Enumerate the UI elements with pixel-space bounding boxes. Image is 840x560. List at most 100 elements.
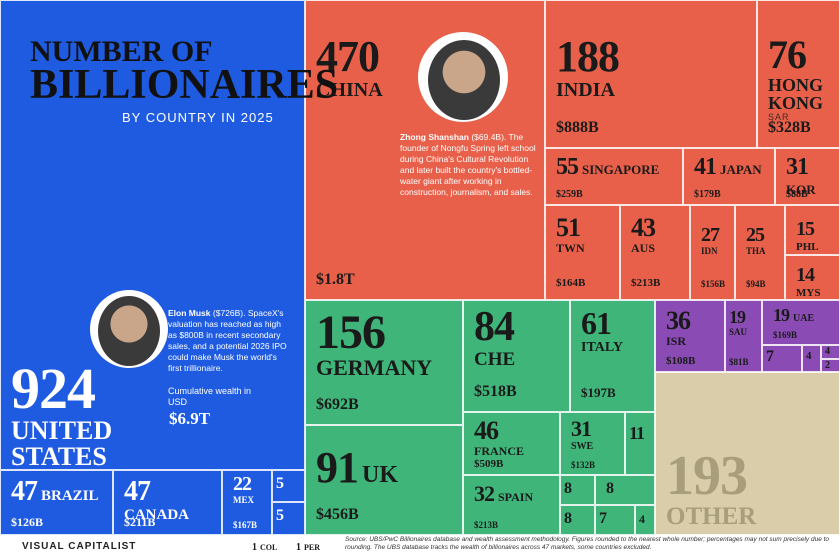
tile: 61 ITALY $197B [570,300,655,412]
tile-wealth: $88B [786,189,808,200]
tile: 5 [272,502,305,535]
tile-wealth: $509B [474,458,504,470]
tile-label: 8 [564,510,590,527]
tile-count: 193 [666,445,748,507]
tile-name: PHL [796,241,819,253]
tile-wealth: $211B [124,515,156,529]
tile-count: 8 [564,480,572,497]
tile-wealth: $213B [631,277,661,289]
tile: 46 FRANCE $509B [463,412,560,475]
tile-label: 5 [276,507,300,524]
tile-count: 19 [773,305,790,325]
tile-wealth: $167B [233,520,258,530]
tile-name: BRAZIL [41,488,99,504]
annotation: Elon Musk ($726B). SpaceX's valuation ha… [168,308,292,374]
portrait [428,40,500,120]
tile-count: 1 [296,542,301,553]
tile: 43 AUS $213B [620,205,690,300]
tile-name: SWE [571,440,594,452]
tile-count: 47 [124,476,151,507]
tile-label: 7 [766,348,797,364]
tile-count: 51 [556,213,581,242]
tile-label: 46 FRANCE [474,417,555,459]
tile-count: 4 [806,350,812,362]
tile: 27 IDN $156B [690,205,735,300]
tile: 31 SWE $132B [560,412,625,475]
tile: 2 [821,359,840,372]
tile-count: 924 [11,356,96,421]
tile: 924 UNITED STATES $6.9T [0,0,305,470]
tile: 84 CHE $518B [463,300,570,412]
tile: 7 [595,505,635,535]
tile-count: 8 [564,510,572,527]
tile-count: 156 [316,306,386,359]
tile-label: 8 [606,480,650,497]
tile-count: 5 [276,507,284,524]
tile-label: 5 [276,475,300,491]
tile: 55 SINGAPORE $259B [545,148,683,205]
tile: 4 [802,345,821,372]
tile-count: 188 [556,32,620,81]
tile-wealth: $94B [746,279,766,289]
tile-name: JAPAN [720,162,762,177]
portrait [98,296,160,366]
tile: 5 [272,470,305,502]
tile-count: 27 [701,224,720,246]
tile-name: MEX [233,495,254,505]
tile-count: 91 [316,443,359,492]
tile-count: 11 [629,423,645,443]
tile-count: 41 [694,154,717,180]
tile: 11 [625,412,655,475]
tile-wealth: $179B [694,189,721,200]
source: Source: UBS/PwC Billionaires database an… [345,536,830,552]
tile-count: 32 [474,481,495,506]
tile-name: THA [746,246,766,256]
tile-wealth: $888B [556,119,599,136]
tile: 19 UAE $169B [762,300,840,345]
tile: 188 INDIA $888B [545,0,757,148]
tile: 1 COL [248,540,288,558]
tile-wealth: $164B [556,277,586,289]
tile: 156 GERMANY $692B [305,300,463,425]
tile-wealth: $1.8T [316,271,355,288]
annotation: Zhong Shanshan ($69.4B). The founder of … [400,132,540,198]
tile: 41 JAPAN $179B [683,148,775,205]
tile-count: 19 [729,307,746,327]
tile: 8 [560,505,595,535]
tile-name: SAU [729,327,748,338]
tile-name: FRANCE [474,444,524,459]
brand: VISUAL CAPITALIST [22,541,137,552]
tile-count: 4 [825,346,830,357]
annotation-text: ($726B). SpaceX's valuation has reached … [168,308,287,374]
tile-name: SINGAPORE [582,162,660,177]
tile-label: 41 JAPAN [694,154,770,180]
tile-label: 19 SAU [729,307,757,338]
tile-label: 1 COL [252,543,283,553]
tile-name: CANADA [124,507,189,524]
tile-count: 14 [796,264,815,286]
tile-label: 19 UAE [773,305,835,325]
tile-count: 84 [474,304,515,350]
tile-count: 55 [556,154,579,180]
tile-name: UK [362,462,398,488]
tile: 51 TWN $164B [545,205,620,300]
tile-wealth: $197B [581,385,616,400]
tile-count: 76 [768,32,807,77]
tile-wealth: $126B [11,515,44,529]
tile-label: 27 IDN [701,224,730,256]
tile-label: 156 GERMANY [316,306,458,379]
tile-name: SPAIN [498,490,534,504]
tile-name: HONG KONG [768,75,824,113]
tile-count: 8 [606,480,614,497]
tile-name: IDN [701,246,718,256]
tile: 31 KOR $88B [775,148,840,205]
tile-name: CHINA [316,78,383,101]
tile: 22 MEX $167B [222,470,272,535]
tile-label: 15 PHL [796,219,835,253]
tile-label: 36 ISR [666,307,720,347]
tile-name: UAE [793,313,815,324]
tile-wealth: $156B [701,279,726,289]
title-line: BILLIONAIRES [30,61,339,108]
tile-name: INDIA [556,78,615,101]
tile-label: 4 [825,346,835,357]
